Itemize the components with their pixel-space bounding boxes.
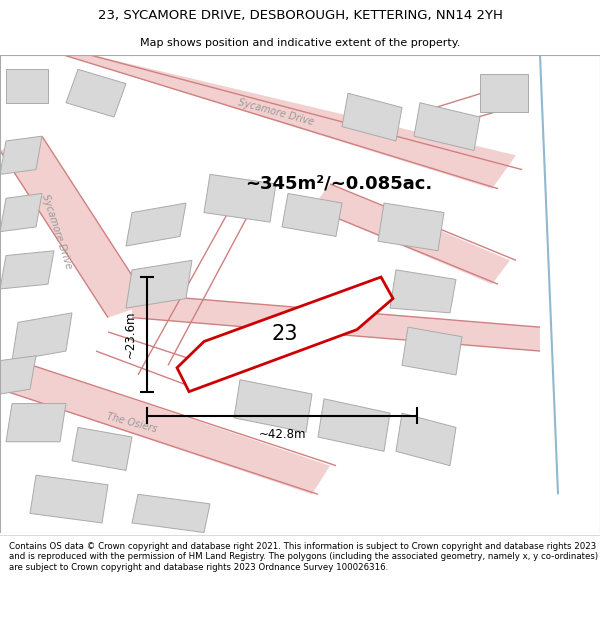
Polygon shape — [0, 194, 42, 232]
Polygon shape — [378, 203, 444, 251]
Polygon shape — [0, 251, 54, 289]
Polygon shape — [0, 361, 330, 494]
Polygon shape — [72, 428, 132, 471]
Polygon shape — [414, 102, 480, 151]
Polygon shape — [234, 380, 312, 432]
Polygon shape — [126, 261, 192, 308]
Text: 23, SYCAMORE DRIVE, DESBOROUGH, KETTERING, NN14 2YH: 23, SYCAMORE DRIVE, DESBOROUGH, KETTERIN… — [98, 9, 502, 22]
Polygon shape — [0, 136, 150, 318]
Polygon shape — [282, 194, 342, 236]
Polygon shape — [318, 399, 390, 451]
Polygon shape — [480, 74, 528, 112]
Polygon shape — [312, 184, 510, 284]
Text: The Osiers: The Osiers — [106, 411, 158, 434]
Polygon shape — [0, 356, 36, 394]
Text: Map shows position and indicative extent of the property.: Map shows position and indicative extent… — [140, 38, 460, 48]
Polygon shape — [132, 294, 540, 351]
Polygon shape — [126, 203, 186, 246]
Polygon shape — [396, 413, 456, 466]
Polygon shape — [204, 174, 276, 222]
Polygon shape — [0, 136, 42, 174]
Polygon shape — [30, 475, 108, 523]
Text: ~345m²/~0.085ac.: ~345m²/~0.085ac. — [245, 175, 433, 193]
Text: Contains OS data © Crown copyright and database right 2021. This information is : Contains OS data © Crown copyright and d… — [9, 542, 598, 571]
Polygon shape — [6, 404, 66, 442]
Polygon shape — [177, 277, 393, 392]
Polygon shape — [342, 93, 402, 141]
Polygon shape — [132, 494, 210, 532]
Polygon shape — [6, 69, 48, 102]
Polygon shape — [12, 313, 72, 361]
Text: Sycamore Drive: Sycamore Drive — [237, 98, 315, 128]
Polygon shape — [66, 69, 126, 117]
Polygon shape — [402, 327, 462, 375]
Text: 23: 23 — [272, 324, 298, 344]
Polygon shape — [48, 50, 516, 189]
Polygon shape — [390, 270, 456, 313]
Text: ~42.8m: ~42.8m — [258, 428, 306, 441]
Text: ~23.6m: ~23.6m — [124, 311, 137, 358]
Text: Sycamore Drive: Sycamore Drive — [40, 193, 74, 270]
